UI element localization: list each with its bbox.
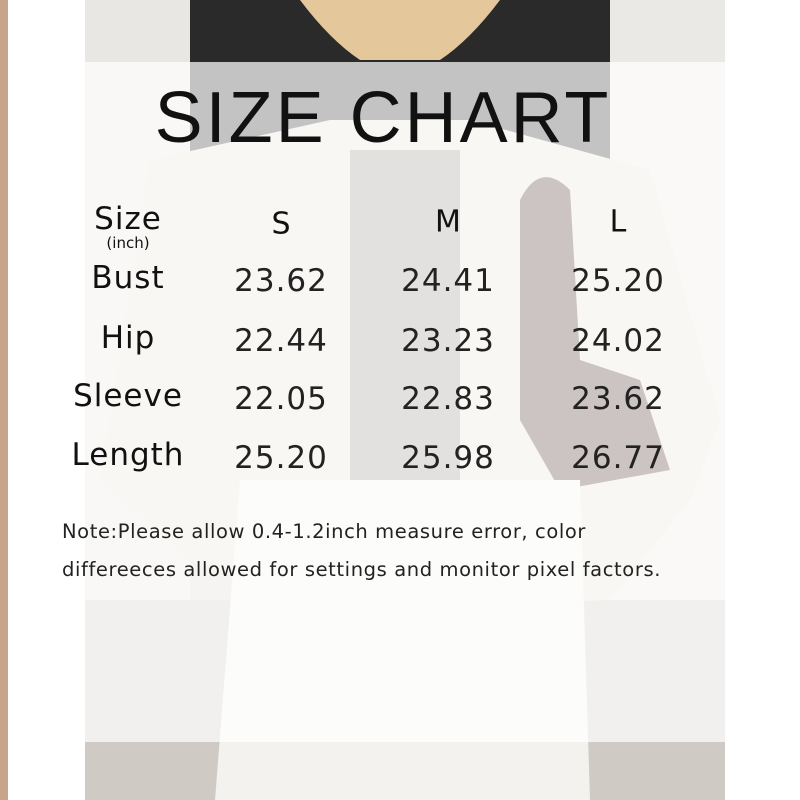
measurement-cell: 25.20 bbox=[571, 263, 665, 299]
measurement-cell: 25.98 bbox=[401, 440, 495, 476]
unit-label: (inch) bbox=[106, 234, 150, 252]
measurement-cell: 26.77 bbox=[571, 440, 665, 476]
note-line: Note:Please allow 0.4-1.2inch measure er… bbox=[62, 520, 587, 543]
size-column-header: M bbox=[435, 204, 461, 240]
row-label: Bust bbox=[91, 260, 165, 296]
measurement-cell: 22.44 bbox=[234, 323, 328, 359]
row-label: Sleeve bbox=[73, 378, 183, 414]
measurement-cell: 23.62 bbox=[571, 381, 665, 417]
measurement-cell: 22.05 bbox=[234, 381, 328, 417]
row-label: Hip bbox=[100, 320, 156, 356]
measurement-cell: 24.02 bbox=[571, 323, 665, 359]
note-line: differeeces allowed for settings and mon… bbox=[62, 558, 662, 581]
row-label: Length bbox=[71, 437, 185, 473]
title: SIZE CHART bbox=[154, 78, 612, 158]
size-header: Size bbox=[94, 201, 162, 237]
measurement-cell: 24.41 bbox=[401, 263, 495, 299]
measurement-cell: 22.83 bbox=[401, 381, 495, 417]
measurement-cell: 25.20 bbox=[234, 440, 328, 476]
size-column-header: L bbox=[609, 204, 627, 240]
size-column-header: S bbox=[271, 206, 291, 242]
measurement-cell: 23.23 bbox=[401, 323, 495, 359]
measurement-cell: 23.62 bbox=[234, 263, 328, 299]
